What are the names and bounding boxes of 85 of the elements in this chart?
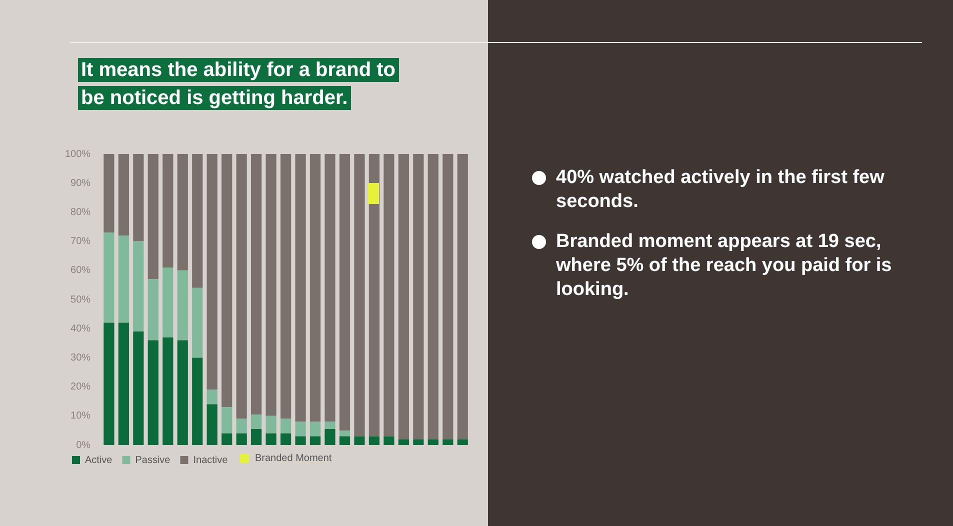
bar xyxy=(442,439,454,445)
bar xyxy=(398,154,409,440)
bar xyxy=(222,433,232,445)
y-tick-label: 0% xyxy=(76,440,91,451)
bar xyxy=(104,322,114,445)
bar xyxy=(324,154,336,422)
bar xyxy=(251,428,262,445)
y-tick-label: 40% xyxy=(70,323,91,334)
bar xyxy=(413,439,424,445)
bar xyxy=(133,332,144,445)
bar xyxy=(206,390,218,404)
bar xyxy=(339,436,350,445)
bar xyxy=(442,154,454,440)
bar xyxy=(280,154,292,419)
bar xyxy=(177,340,188,445)
bar xyxy=(104,154,114,233)
bar xyxy=(354,436,365,445)
bar xyxy=(148,154,158,280)
bar xyxy=(398,439,409,445)
legend-label: Active xyxy=(85,454,113,466)
bar xyxy=(236,433,247,445)
bar xyxy=(280,418,292,434)
bar xyxy=(148,340,158,445)
bar xyxy=(295,436,306,445)
bar xyxy=(206,154,218,390)
bar xyxy=(192,288,203,358)
y-tick-label: 30% xyxy=(70,352,91,364)
bar xyxy=(428,439,438,445)
bar xyxy=(310,436,321,445)
bar xyxy=(384,154,394,436)
bar xyxy=(133,241,144,332)
bar xyxy=(266,416,276,434)
text: 40% watched actively in the first few seconds. xyxy=(556,166,886,214)
y-tick-label: 80% xyxy=(70,206,91,218)
bar xyxy=(324,428,336,445)
bar xyxy=(104,232,114,323)
bar xyxy=(384,436,394,445)
y-tick-label: 50% xyxy=(70,294,91,306)
bar xyxy=(413,154,424,440)
bar xyxy=(236,154,247,419)
bar xyxy=(162,267,174,338)
text: Branded Moment xyxy=(255,453,332,464)
bar xyxy=(324,422,336,429)
bar xyxy=(133,154,144,242)
legend-label: Passive xyxy=(135,454,171,466)
bar xyxy=(222,154,232,408)
bar xyxy=(310,154,321,422)
bar xyxy=(177,154,188,270)
y-tick-label: 100% xyxy=(65,148,91,160)
bar xyxy=(236,418,247,434)
bar xyxy=(148,279,158,340)
bar xyxy=(162,337,174,445)
bar xyxy=(280,433,292,445)
bar xyxy=(339,430,350,436)
bar xyxy=(118,322,129,445)
bar xyxy=(222,407,232,434)
chart-title: It means the ability for a brand to be noticed is getting harder. xyxy=(78,58,398,110)
bar xyxy=(339,154,350,430)
bar xyxy=(266,154,276,416)
bar xyxy=(192,358,203,445)
bar xyxy=(368,154,380,436)
text: Branded moment appears at 19 sec, where 5% of the reach you paid for is looking. xyxy=(556,230,893,302)
bar xyxy=(295,422,306,436)
y-tick-label: 60% xyxy=(70,265,91,276)
bar xyxy=(162,154,174,268)
bar xyxy=(177,270,188,340)
bar xyxy=(251,414,262,429)
bar xyxy=(295,154,306,422)
bar xyxy=(192,154,203,288)
bar xyxy=(310,422,321,436)
legend-label: Inactive xyxy=(193,454,228,466)
bar xyxy=(118,154,129,236)
y-tick-label: 10% xyxy=(70,410,91,422)
bar xyxy=(457,154,468,440)
bar xyxy=(428,154,438,440)
bar xyxy=(354,154,365,436)
bar xyxy=(251,154,262,414)
y-tick-label: 90% xyxy=(70,178,91,189)
bar xyxy=(118,235,129,323)
bar xyxy=(457,439,468,445)
y-tick-label: 70% xyxy=(70,236,91,248)
bar xyxy=(266,433,276,445)
y-tick-label: 20% xyxy=(70,382,91,393)
bar xyxy=(368,436,380,445)
bar xyxy=(206,404,218,445)
